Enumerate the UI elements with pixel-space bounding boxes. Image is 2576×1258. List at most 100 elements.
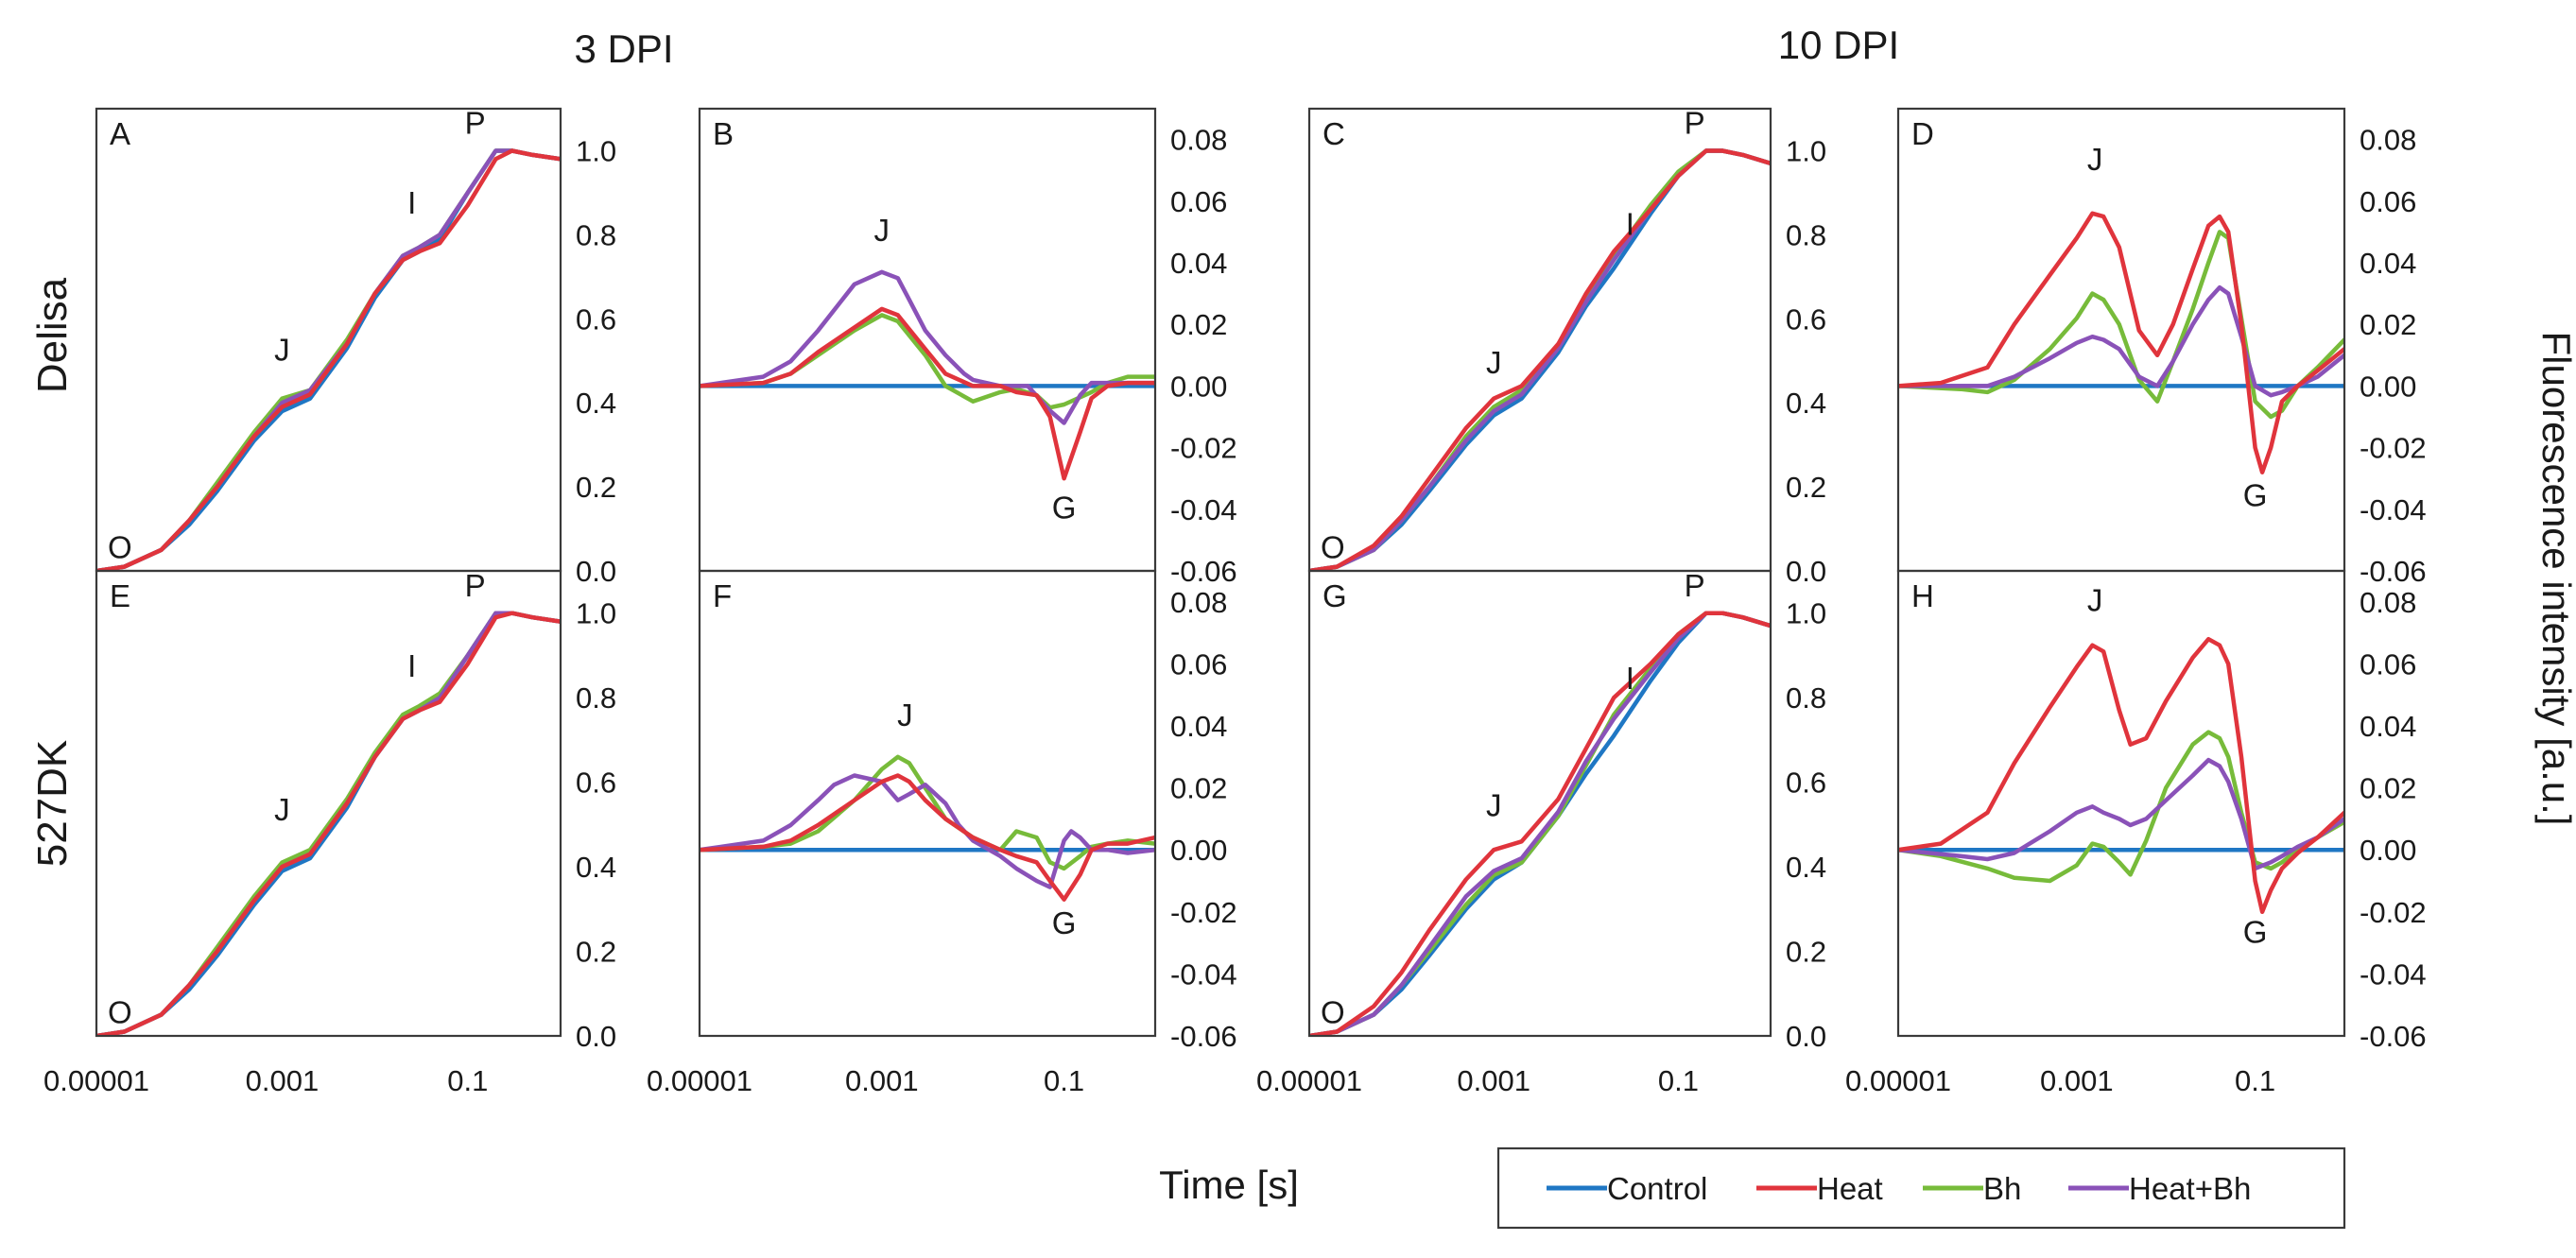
- legend-box: [1496, 1146, 2346, 1230]
- peak-label-j-b: J: [874, 213, 890, 248]
- peak-label-p-e: P: [465, 568, 486, 603]
- y-tick-label-d-0-08: 0.08: [2360, 124, 2416, 157]
- y-tick-label-g-1-0: 1.0: [1786, 597, 1826, 630]
- x-tick-label-g-0-001: 0.001: [1457, 1064, 1530, 1097]
- legend-label-heat-bh: Heat+Bh: [2129, 1171, 2251, 1206]
- peak-label-g-h: G: [2243, 915, 2268, 950]
- peak-label-o-a: O: [108, 530, 132, 565]
- y-tick-label-g-0-2: 0.2: [1786, 936, 1826, 969]
- y-tick-label-d-0-06: 0.06: [2360, 185, 2416, 218]
- legend-label-control: Control: [1607, 1171, 1707, 1206]
- peak-label-i-a: I: [407, 185, 416, 220]
- y-tick-label-f-0-08: 0.08: [1170, 586, 1227, 619]
- y-tick-label-c-0-2: 0.2: [1786, 471, 1826, 504]
- panel-frame-h: [1896, 569, 2346, 1038]
- y-tick-label-h-0-04: 0.04: [2360, 710, 2416, 743]
- x-tick-label-e-0-00001: 0.00001: [43, 1064, 149, 1097]
- y-tick-label-b--0-04: -0.04: [1170, 493, 1237, 526]
- y-tick-label-f-0-02: 0.02: [1170, 772, 1227, 805]
- y-tick-label-e-0-2: 0.2: [576, 936, 616, 969]
- y-tick-label-g-0-4: 0.4: [1786, 851, 1826, 884]
- y-tick-label-h-0-02: 0.02: [2360, 772, 2416, 805]
- legend-label-bh: Bh: [1983, 1171, 2021, 1206]
- y-tick-label-c-0-8: 0.8: [1786, 218, 1826, 251]
- panel-b-curves: [700, 269, 1155, 481]
- panel-letter-g: G: [1323, 578, 1347, 613]
- row-label-delisa: Delisa: [29, 277, 76, 393]
- peak-label-i-g: I: [1626, 661, 1634, 696]
- x-tick-label-f-0-001: 0.001: [845, 1064, 919, 1097]
- y-tick-label-a-0-2: 0.2: [576, 471, 616, 504]
- panel-g: G O J I P: [1307, 568, 1772, 1038]
- peak-label-o-e: O: [108, 995, 132, 1030]
- y-tick-label-h--0-02: -0.02: [2360, 896, 2427, 929]
- y-tick-label-f--0-02: -0.02: [1170, 896, 1237, 929]
- series-line-heat-d: [1898, 211, 2344, 474]
- y-tick-label-d--0-06: -0.06: [2360, 555, 2427, 588]
- peak-label-i-c: I: [1626, 206, 1634, 241]
- right-axis-title: Fluorescence intensity [a.u.]: [2534, 332, 2576, 826]
- peak-label-p-g: P: [1685, 568, 1705, 603]
- peak-label-g-f: G: [1052, 905, 1077, 940]
- legend-item-bh: Bh: [1923, 1171, 2021, 1206]
- x-tick-label-f-0-1: 0.1: [1044, 1064, 1084, 1097]
- legend-item-control: Control: [1547, 1171, 1707, 1206]
- y-tick-label-b-0-08: 0.08: [1170, 124, 1227, 157]
- peak-label-j-a: J: [274, 333, 290, 368]
- peak-label-j-g: J: [1486, 787, 1502, 822]
- y-tick-label-h-0-08: 0.08: [2360, 586, 2416, 619]
- panel-letter-b: B: [713, 116, 734, 151]
- panel-d: D J G: [1896, 107, 2346, 573]
- y-tick-label-f-0-00: 0.00: [1170, 834, 1227, 867]
- y-tick-label-d-0-02: 0.02: [2360, 308, 2416, 341]
- series-line-heat-g: [1309, 611, 1771, 1036]
- y-tick-label-f--0-06: -0.06: [1170, 1020, 1237, 1053]
- panel-h-curves: [1898, 636, 2344, 915]
- peak-label-j-c: J: [1486, 345, 1502, 380]
- x-tick-label-h-0-00001: 0.00001: [1845, 1064, 1951, 1097]
- column-title-10dpi: 10 DPI: [1778, 23, 1899, 67]
- y-tick-label-c-0-4: 0.4: [1786, 387, 1826, 420]
- column-title-3dpi: 3 DPI: [574, 26, 673, 71]
- series-line-heat-b: [700, 306, 1155, 481]
- series-line-heat-c: [1309, 148, 1771, 571]
- panel-f-curves: [700, 754, 1155, 902]
- y-tick-label-b-0-04: 0.04: [1170, 247, 1227, 280]
- y-tick-label-d-0-04: 0.04: [2360, 247, 2416, 280]
- legend-label-heat: Heat: [1817, 1171, 1883, 1206]
- peak-label-g-d: G: [2243, 478, 2268, 513]
- y-tick-label-a-0-6: 0.6: [576, 302, 616, 336]
- panel-letter-c: C: [1323, 116, 1345, 151]
- x-tick-label-g-0-1: 0.1: [1658, 1064, 1699, 1097]
- series-line-heat-h: [1898, 636, 2344, 915]
- y-tick-label-h--0-06: -0.06: [2360, 1020, 2427, 1053]
- y-tick-label-g-0-0: 0.0: [1786, 1020, 1826, 1053]
- x-tick-label-e-0-1: 0.1: [447, 1064, 488, 1097]
- series-line-heat-bh-b: [700, 269, 1155, 425]
- peak-label-o-g: O: [1321, 995, 1345, 1030]
- x-tick-label-h-0-001: 0.001: [2040, 1064, 2114, 1097]
- series-line-heat-f: [700, 773, 1155, 902]
- y-tick-label-h-0-00: 0.00: [2360, 834, 2416, 867]
- ticks-layer: 0.0 0.2 0.4 0.6 0.8 1.0 -0.06 -0.04 -0.02 0.00 0.0…: [43, 124, 2427, 1097]
- y-tick-label-c-0-6: 0.6: [1786, 302, 1826, 336]
- panel-letter-e: E: [110, 578, 130, 613]
- y-tick-label-a-1-0: 1.0: [576, 134, 616, 167]
- y-tick-label-a-0-0: 0.0: [576, 555, 616, 588]
- panel-g-curves: [1309, 611, 1771, 1036]
- series-line-heat-a: [96, 148, 561, 571]
- y-tick-label-h-0-06: 0.06: [2360, 647, 2416, 681]
- y-tick-label-e-0-0: 0.0: [576, 1020, 616, 1053]
- y-tick-label-c-1-0: 1.0: [1786, 134, 1826, 167]
- y-tick-label-b-0-06: 0.06: [1170, 185, 1227, 218]
- peak-label-i-e: I: [407, 648, 416, 683]
- y-tick-label-e-0-8: 0.8: [576, 681, 616, 715]
- panel-frame-f: [698, 569, 1157, 1038]
- y-tick-label-f-0-04: 0.04: [1170, 710, 1227, 743]
- x-tick-label-f-0-00001: 0.00001: [647, 1064, 752, 1097]
- y-tick-label-f-0-06: 0.06: [1170, 647, 1227, 681]
- y-tick-label-a-0-4: 0.4: [576, 387, 616, 420]
- peak-label-p-c: P: [1685, 106, 1705, 141]
- y-tick-label-g-0-8: 0.8: [1786, 681, 1826, 715]
